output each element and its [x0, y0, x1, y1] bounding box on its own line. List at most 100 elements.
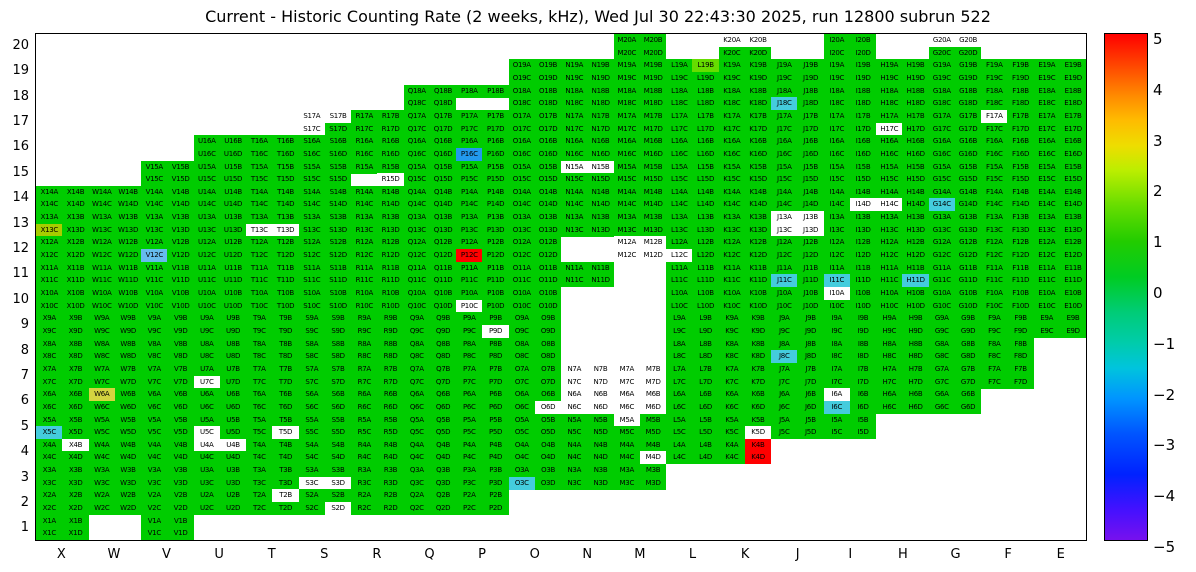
- heatmap-cell: W10C: [88, 299, 116, 313]
- heatmap-cell: X10B: [62, 287, 89, 300]
- heatmap-cell: G10D: [954, 299, 982, 313]
- heatmap-cell: T2C: [246, 502, 273, 516]
- heatmap-cell: M19A: [613, 59, 641, 73]
- heatmap-cell: M15A: [613, 160, 641, 174]
- heatmap-cell: K7A: [718, 362, 746, 376]
- heatmap-cell: X7C: [36, 375, 63, 389]
- heatmap-cell: K8B: [744, 337, 772, 351]
- heatmap-cell: L9A: [666, 312, 693, 326]
- heatmap-cell: F14A: [981, 185, 1008, 199]
- heatmap-cell: U3D: [219, 476, 247, 490]
- x-axis-label: J: [795, 547, 800, 562]
- heatmap-cell: R16C: [351, 147, 378, 161]
- heatmap-cell: F16A: [981, 135, 1008, 149]
- heatmap-cell: T2A: [246, 489, 273, 503]
- x-axis-label: Q: [424, 547, 435, 562]
- heatmap-cell: J6C: [771, 400, 798, 414]
- heatmap-cell: F14B: [1007, 185, 1034, 199]
- heatmap-cell: K11A: [718, 261, 746, 275]
- heatmap-cell: O15C: [508, 173, 536, 187]
- heatmap-cell: U10C: [193, 299, 221, 313]
- heatmap-cell: U3A: [193, 464, 221, 478]
- heatmap-cell: T12C: [246, 249, 273, 263]
- y-axis-label: 14: [12, 190, 29, 206]
- x-axis-label: P: [478, 547, 487, 562]
- heatmap-cell: I10C: [823, 299, 851, 313]
- heatmap-cell: L6B: [692, 388, 719, 402]
- heatmap-cell: K18C: [718, 97, 746, 111]
- heatmap-cell: Q15D: [429, 173, 457, 187]
- heatmap-cell: Q13C: [403, 223, 431, 237]
- heatmap-cell: S6D: [324, 400, 352, 414]
- x-axis-label: U: [214, 547, 224, 562]
- heatmap-cell: W2A: [88, 489, 116, 503]
- heatmap-cell: H15C: [876, 173, 903, 187]
- heatmap-cell: U13A: [193, 211, 221, 225]
- heatmap-cell: I10D: [849, 299, 877, 313]
- heatmap-cell: K16A: [718, 135, 746, 149]
- heatmap-cell: K4A: [718, 438, 746, 452]
- heatmap-cell: S17D: [324, 122, 352, 136]
- heatmap-cell: T14B: [272, 185, 299, 199]
- heatmap-cell: V6B: [167, 388, 194, 402]
- heatmap-cell: W4A: [88, 438, 116, 452]
- heatmap-cell: J12A: [771, 236, 798, 250]
- heatmap-cell: T11D: [272, 274, 299, 288]
- heatmap-cell: F17D: [1007, 122, 1034, 136]
- heatmap-cell: K14B: [744, 185, 772, 199]
- heatmap-cell: V12C: [141, 249, 168, 263]
- heatmap-cell: P18B: [482, 84, 509, 98]
- heatmap-cell: T15C: [246, 173, 273, 187]
- heatmap-cell: H19A: [876, 59, 903, 73]
- y-axis-label: 16: [12, 139, 29, 155]
- heatmap-cell: G8D: [954, 350, 982, 364]
- heatmap-cell: X5C: [36, 426, 63, 440]
- heatmap-cell: F15C: [981, 173, 1008, 187]
- heatmap-cell: L6C: [666, 400, 693, 414]
- heatmap-cell: S15A: [298, 160, 326, 174]
- heatmap-cell: N19C: [561, 71, 588, 85]
- heatmap-cell: P15D: [482, 173, 509, 187]
- heatmap-cell: S16A: [298, 135, 326, 149]
- heatmap-cell: U2C: [193, 502, 221, 516]
- heatmap-cell: R16A: [351, 135, 378, 149]
- heatmap-cell: W7B: [114, 362, 142, 376]
- heatmap-cell: Q12B: [429, 236, 457, 250]
- heatmap-cell: G6C: [928, 400, 956, 414]
- heatmap-cell: U9C: [193, 324, 221, 338]
- heatmap-cell: O14D: [534, 198, 562, 212]
- heatmap-cell: T12D: [272, 249, 299, 263]
- heatmap-cell: S7B: [324, 362, 352, 376]
- heatmap-cell: V2A: [141, 489, 168, 503]
- colorbar-tick-label: −1: [1153, 334, 1176, 353]
- heatmap-cell: O15D: [534, 173, 562, 187]
- heatmap-cell: M6D: [639, 400, 667, 414]
- heatmap-cell: R6B: [377, 388, 404, 402]
- heatmap-cell: L18B: [692, 84, 719, 98]
- heatmap-cell: X8D: [62, 350, 89, 364]
- y-axis-label: 1: [20, 520, 29, 536]
- heatmap-cell: F16C: [981, 147, 1008, 161]
- heatmap-cell: H11A: [876, 261, 903, 275]
- heatmap-cell: L4C: [666, 451, 693, 465]
- heatmap-cell: U7B: [219, 362, 247, 376]
- heatmap-cell: S13C: [298, 223, 326, 237]
- heatmap-cell: P5B: [482, 413, 509, 427]
- heatmap-cell: F12B: [1007, 236, 1034, 250]
- heatmap-cell: N7B: [587, 362, 614, 376]
- heatmap-cell: V13B: [167, 211, 194, 225]
- heatmap-cell: H17C: [876, 122, 903, 136]
- heatmap-cell: V9A: [141, 312, 168, 326]
- heatmap-cell: J9A: [771, 312, 798, 326]
- heatmap-cell: P16B: [482, 135, 509, 149]
- heatmap-cell: H7B: [902, 362, 929, 376]
- heatmap-cell: P13B: [482, 211, 509, 225]
- heatmap-cell: F15B: [1007, 160, 1034, 174]
- heatmap-cell: G17A: [928, 109, 956, 123]
- heatmap-cell: T10C: [246, 299, 273, 313]
- heatmap-cell: G18D: [954, 97, 982, 111]
- heatmap-cell: G6D: [954, 400, 982, 414]
- heatmap-cell: V14C: [141, 198, 168, 212]
- heatmap-cell: M7C: [613, 375, 641, 389]
- heatmap-cell: X1D: [62, 527, 89, 541]
